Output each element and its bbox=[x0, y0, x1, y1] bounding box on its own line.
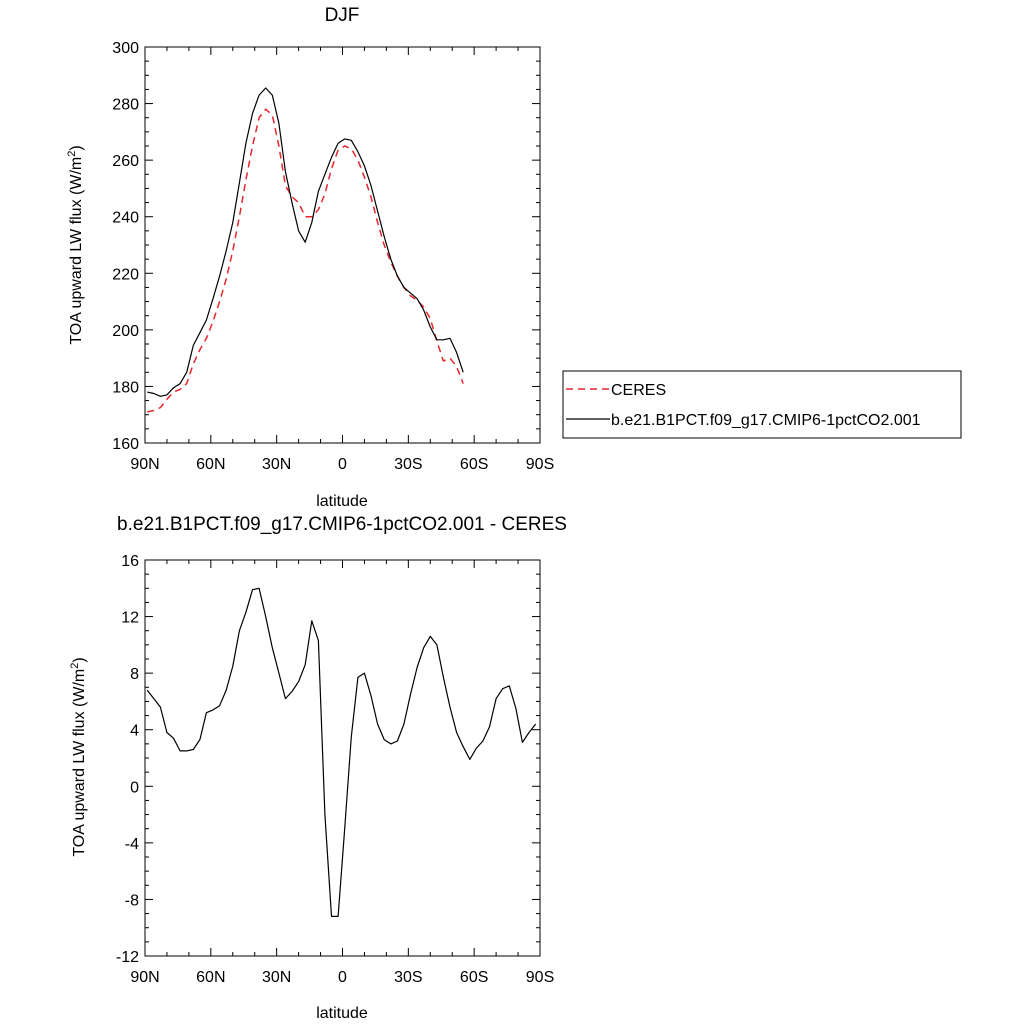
top-y-tick-label: 160 bbox=[112, 436, 139, 453]
bottom-y-tick-label: 4 bbox=[130, 723, 139, 740]
bottom-x-tick-label: 90S bbox=[526, 969, 554, 986]
bottom-x-tick-label: 30S bbox=[394, 969, 422, 986]
top-x-tick-label: 90N bbox=[130, 456, 159, 473]
bottom-y-tick-label: -4 bbox=[125, 836, 139, 853]
legend-box bbox=[562, 370, 962, 439]
bottom-y-tick-label: 0 bbox=[130, 779, 139, 796]
bottom-y-tick-label: 12 bbox=[121, 610, 139, 627]
top-y-tick-label: 260 bbox=[112, 153, 139, 170]
top-x-tick-label: 0 bbox=[338, 456, 347, 473]
bottom-x-tick-label: 30N bbox=[262, 969, 291, 986]
top-y-tick-label: 220 bbox=[112, 266, 139, 283]
top-y-tick-label: 240 bbox=[112, 210, 139, 227]
top-x-tick-label: 60N bbox=[196, 456, 225, 473]
top-y-tick-label: 180 bbox=[112, 379, 139, 396]
top-series-line-ceres bbox=[147, 108, 464, 413]
top-y-axis-label: TOA upward LW flux (W/m2) bbox=[66, 145, 85, 344]
bottom-panel: b.e21.B1PCT.f09_g17.CMIP6-1pctCO2.001 - … bbox=[69, 514, 567, 1022]
top-x-axis-label: latitude bbox=[316, 493, 368, 510]
legend-model-label: b.e21.B1PCT.f09_g17.CMIP6-1pctCO2.001 bbox=[611, 412, 921, 429]
bottom-y-tick-label: -12 bbox=[116, 949, 139, 966]
top-x-tick-label: 30S bbox=[394, 456, 422, 473]
top-y-tick-label: 280 bbox=[112, 97, 139, 114]
bottom-y-tick-label: 8 bbox=[130, 666, 139, 683]
bottom-x-tick-label: 0 bbox=[338, 969, 347, 986]
bottom-series-lines bbox=[146, 587, 537, 917]
bottom-y-tick-label: -8 bbox=[125, 892, 139, 909]
top-x-tick-label: 60S bbox=[460, 456, 488, 473]
bottom-y-axis-label: TOA upward LW flux (W/m2) bbox=[69, 657, 88, 856]
top-x-tick-label: 90S bbox=[526, 456, 554, 473]
bottom-x-tick-label: 60N bbox=[196, 969, 225, 986]
top-axis-ticks: 90N 60N 30N 0 30S 60S 90S 160 180 200 220 240 260 280… bbox=[112, 40, 554, 473]
top-series-line-model bbox=[147, 87, 464, 397]
top-y-tick-label: 200 bbox=[112, 323, 139, 340]
top-x-tick-label: 30N bbox=[262, 456, 291, 473]
bottom-plot-frame bbox=[144, 559, 541, 957]
bottom-x-axis-label: latitude bbox=[316, 1005, 368, 1022]
bottom-axis-ticks: 90N 60N 30N 0 30S 60S 90S -12 -8 -4 0 4 8 12 16 bbox=[116, 553, 554, 986]
bottom-y-tick-label: 16 bbox=[121, 553, 139, 570]
bottom-x-tick-label: 90N bbox=[130, 969, 159, 986]
top-plot-frame bbox=[144, 46, 541, 444]
bottom-x-tick-label: 60S bbox=[460, 969, 488, 986]
bottom-series-line-difference bbox=[146, 587, 537, 917]
top-series-lines bbox=[147, 87, 464, 413]
bottom-chart-title: b.e21.B1PCT.f09_g17.CMIP6-1pctCO2.001 - … bbox=[117, 514, 567, 535]
top-chart-title: DJF bbox=[325, 5, 360, 26]
legend: CERES b.e21.B1PCT.f09_g17.CMIP6-1pctCO2.… bbox=[562, 370, 962, 439]
top-panel: DJF latitude TOA upward LW flux (W/m2) 9… bbox=[66, 5, 554, 510]
legend-ceres-label: CERES bbox=[611, 382, 666, 399]
top-y-tick-label: 300 bbox=[112, 40, 139, 57]
